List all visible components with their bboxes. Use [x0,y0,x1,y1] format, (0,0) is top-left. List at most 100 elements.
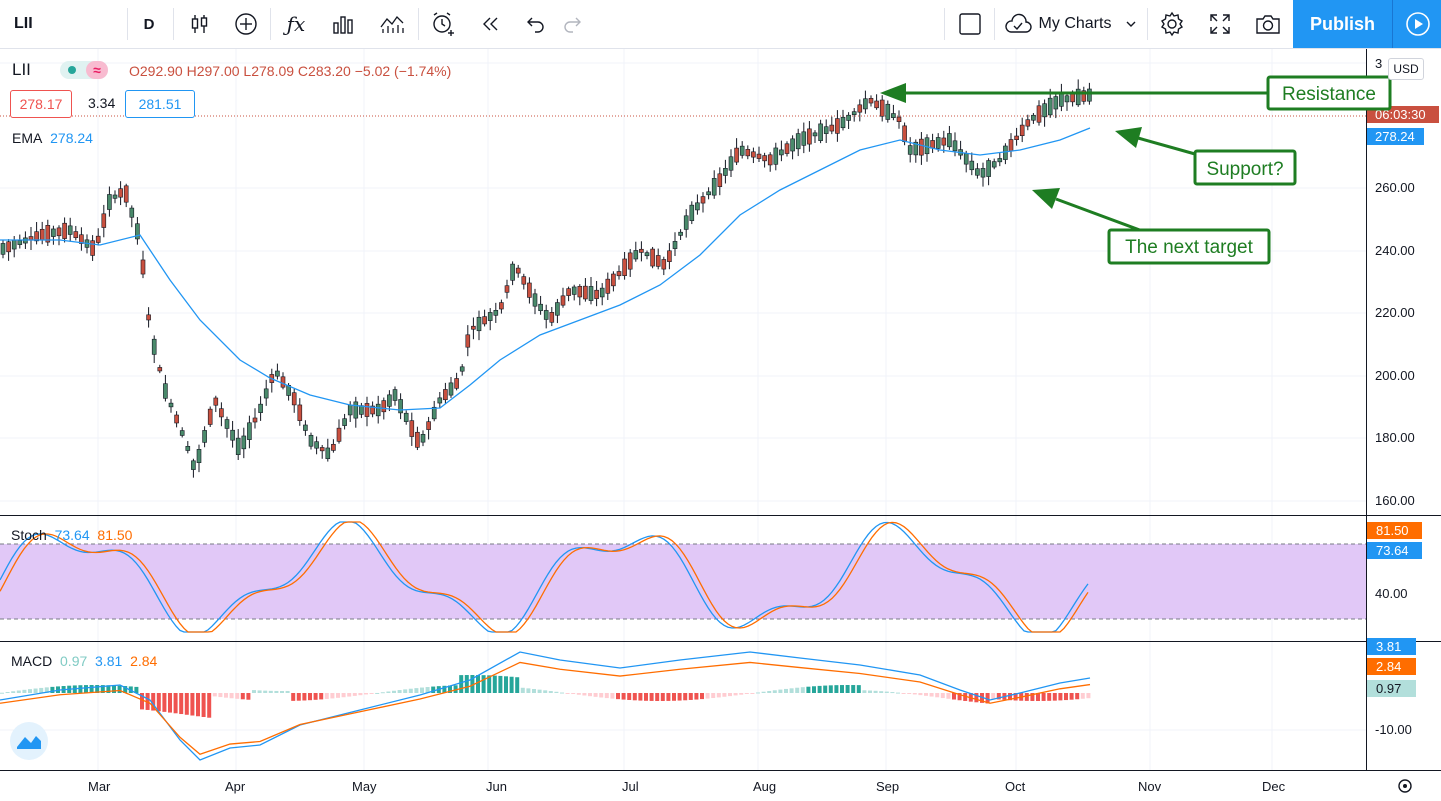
snapshot-button[interactable] [1246,0,1290,48]
buy-price-box[interactable]: 281.51 [125,90,195,118]
market-status-tag[interactable]: ≈ [60,61,108,79]
candle-body [275,370,280,377]
candle-body [465,334,471,348]
candle-body [661,259,667,270]
annotation-resistance[interactable]: Resistance [1266,75,1392,111]
candle-body [247,422,252,440]
play-button[interactable] [1392,0,1441,48]
macd-histogram-bar [845,685,850,693]
templates-icon [333,16,353,34]
macd-histogram-bar [481,675,486,693]
currency-label[interactable]: USD [1388,58,1424,80]
macd-histogram-bar [1036,693,1040,701]
interval-button[interactable]: D [143,15,155,33]
symbol-search-button[interactable]: LII [14,15,33,32]
macd-histogram-bar [935,693,940,698]
candle-body [1042,103,1047,118]
macd-histogram-bar [795,687,800,693]
macd-histogram-bar [179,693,184,715]
candle-body [319,447,325,452]
indicators-button[interactable]: ƒx [274,0,318,48]
macd-histogram-bar [924,693,928,696]
candle-body [6,241,11,253]
macd-histogram-bar [985,693,990,704]
annotation-next-target[interactable]: The next target [1107,228,1271,265]
stoch-axis-label: 40.00 [1375,586,1408,601]
macd-histogram-bar [448,685,452,693]
my-charts-button[interactable]: My Charts [1000,0,1140,48]
tradingview-logo[interactable] [10,722,48,760]
macd-histogram-bar [756,692,760,694]
candle-body [795,133,801,150]
sell-price-box[interactable]: 278.17 [10,90,72,118]
undo-button[interactable] [514,0,558,48]
macd-histogram-bar [117,685,122,693]
macd-hist-badge [1367,680,1416,697]
time-axis-label: Apr [225,779,246,794]
time-axis-label: Nov [1138,779,1162,794]
price-chart[interactable]: 160.00 180.00 200.00 220.00 240.00 260.0… [0,49,1441,801]
candle-body [975,168,980,176]
candle-body [448,382,454,396]
candle-body [185,445,191,451]
candle-body [560,295,566,306]
time-axis[interactable]: Mar Apr May Jun Jul Aug Sep Oct Nov Dec [88,779,1286,794]
candle-body [73,231,79,239]
macd-histogram-bar [800,687,805,693]
candle-body [39,228,45,241]
stoch-d-line [0,521,1089,633]
publish-button[interactable]: Publish [1293,0,1392,48]
macd-histogram-bar [358,693,363,696]
price-axis-label: 3 [1375,56,1382,71]
time-axis-label: Mar [88,779,111,794]
alert-button[interactable] [420,0,466,48]
candle-body [594,289,599,299]
candle-body [157,367,163,372]
candle-body [1003,145,1008,160]
fullscreen-icon [1210,14,1230,34]
macd-line-badge [1367,638,1416,655]
candle-body [415,431,420,448]
stoch-label: Stoch [11,527,47,543]
price-axis[interactable]: 160.00 180.00 200.00 220.00 240.00 260.0… [1375,56,1415,737]
annotation-support[interactable]: Support? [1193,149,1297,186]
candle-body [381,400,387,413]
settings-button[interactable] [1150,0,1194,48]
macd-histogram-bar [543,690,548,693]
toolbar-divider [1147,8,1148,40]
legend-symbol[interactable]: LII [12,60,31,79]
candle-body [426,421,431,430]
macd-histogram-bar [408,688,413,693]
macd-signal-value: 2.84 [130,653,158,669]
candle-body [739,145,745,156]
candle-body [947,133,952,148]
legend-ema[interactable]: EMA 278.24 [12,130,93,146]
candle-body [790,138,795,152]
axis-settings-button[interactable] [1398,779,1412,793]
candle-body [1047,97,1053,116]
redo-button[interactable] [550,0,594,48]
macd-histogram-bar [44,687,49,693]
legend-macd[interactable]: MACD 0.97 3.81 2.84 [11,653,157,669]
candle-body [549,312,555,323]
macd-histogram-bar [946,693,951,699]
fullscreen-button[interactable] [1198,0,1242,48]
candle-body [667,250,672,262]
replay-button[interactable] [468,0,512,48]
templates-button[interactable] [320,0,366,48]
macd-histogram-bar [677,693,682,701]
macd-histogram-bar [660,693,665,701]
next-target-label: The next target [1125,237,1254,258]
compare-button[interactable] [224,0,268,48]
chart-styles-button[interactable] [368,0,416,48]
macd-histogram-bar [464,675,469,693]
candle-body [56,227,62,237]
macd-histogram-bar [22,689,27,693]
candle-body [213,397,219,406]
candle-body [930,140,935,149]
legend-stoch[interactable]: Stoch 73.64 81.50 [11,527,132,543]
layout-button[interactable] [948,0,992,48]
macd-histogram-bar [28,689,32,693]
candle-body [555,302,560,316]
chart-type-button[interactable] [178,0,222,48]
